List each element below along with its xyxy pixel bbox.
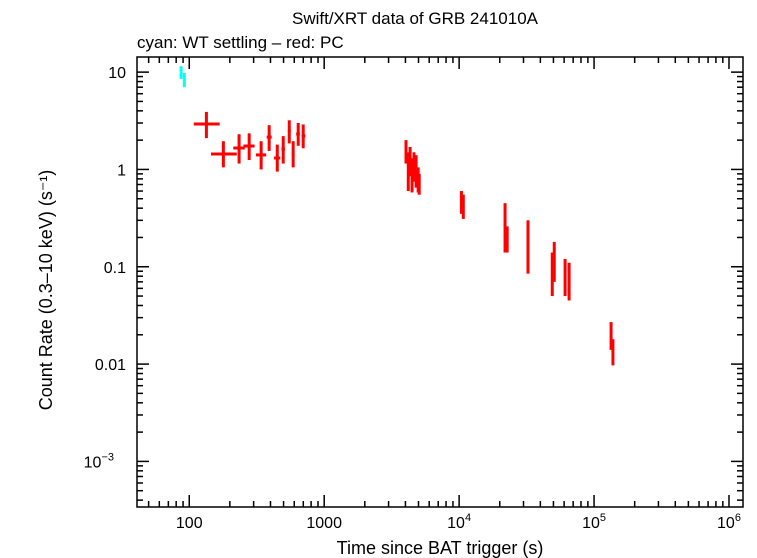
y-tick-label: 10−3 [84, 451, 114, 471]
pc-data-point [255, 141, 267, 170]
pc-data-point [563, 259, 567, 297]
x-tick-label: 104 [447, 512, 471, 532]
x-axis-label: Time since BAT trigger (s) [337, 538, 544, 558]
x-tick-label: 105 [582, 512, 606, 532]
pc-data-point [287, 120, 291, 144]
pc-data-point [291, 141, 295, 168]
pc-data-point [301, 124, 306, 149]
pc-data-point [505, 226, 509, 253]
pc-data-point [609, 322, 613, 350]
pc-data-point [611, 339, 615, 366]
pc-data-point [281, 136, 285, 164]
pc-data-point [567, 262, 571, 301]
pc-data-point [550, 252, 554, 297]
x-tick-label: 1000 [306, 515, 342, 532]
y-tick-label: 0.1 [104, 260, 126, 277]
chart-subtitle: cyan: WT settling – red: PC [137, 33, 344, 52]
plot-frame [136, 56, 744, 508]
y-tick-label: 10 [108, 65, 126, 82]
x-tick-label: 106 [717, 512, 741, 532]
pc-data-point [233, 134, 245, 164]
pc-data-point [414, 155, 418, 188]
pc-data-point [503, 203, 507, 253]
pc-data-point [417, 173, 421, 195]
pc-data-point [408, 147, 412, 177]
pc-data-point [461, 194, 465, 219]
pc-data-point [404, 140, 408, 164]
pc-data-point [552, 241, 556, 282]
wt-data-point [179, 66, 183, 79]
pc-data-point [243, 133, 255, 161]
pc-data-point [211, 141, 237, 168]
y-axis-label: Count Rate (0.3–10 keV) (s⁻¹) [36, 170, 56, 411]
pc-data-point [459, 191, 463, 214]
pc-data-point [274, 144, 281, 172]
y-tick-label: 0.01 [95, 357, 126, 374]
y-tick-label: 1 [117, 162, 126, 179]
pc-data-point [412, 152, 416, 182]
wt-data-point [182, 72, 186, 88]
chart-title: Swift/XRT data of GRB 241010A [292, 9, 539, 28]
pc-data-point [266, 125, 272, 151]
pc-data-point [296, 123, 300, 146]
pc-data-point [410, 158, 414, 193]
pc-data-point [526, 220, 530, 274]
pc-data-point [193, 111, 220, 139]
x-tick-label: 100 [176, 515, 203, 532]
